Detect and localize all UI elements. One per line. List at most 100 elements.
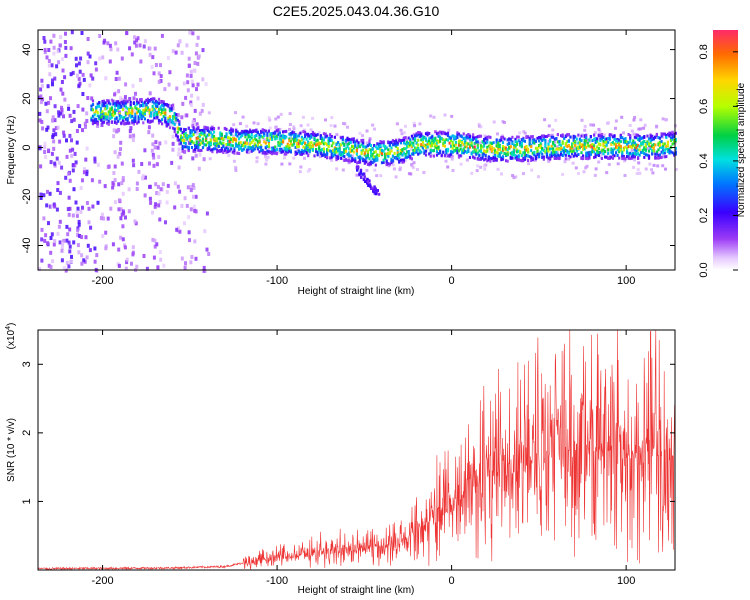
spectrogram-cell (125, 260, 129, 265)
spectrogram-cell (234, 168, 238, 172)
colorbar-tick-label: 0.2 (698, 208, 710, 223)
spectrogram-cell (228, 139, 231, 143)
spectrogram-cell (297, 134, 300, 138)
spectrogram-cell (245, 138, 249, 142)
spectrogram-cell (544, 135, 547, 139)
spectrogram-cell (230, 131, 233, 135)
spectrogram-cell (200, 129, 203, 132)
spectrogram-cell (651, 134, 654, 138)
spectrogram-cell (67, 195, 71, 200)
spectrogram-cell (170, 107, 173, 111)
spectrogram-cell (275, 152, 278, 156)
spectrogram-cell (81, 178, 84, 183)
spectrogram-cell (282, 138, 285, 142)
spectrogram-cell (310, 144, 313, 148)
spectrogram-cell (456, 131, 459, 135)
spectrogram-cell (267, 143, 270, 147)
spectrogram-cell (583, 135, 586, 139)
spectrogram-cell (189, 138, 192, 142)
spectrogram-cell (604, 155, 607, 159)
spectrogram-cell (423, 149, 426, 153)
snr-y-label: SNR (10 * v/v) (6, 418, 17, 482)
spectrogram-cell (252, 146, 255, 150)
spectrogram-cell (376, 156, 379, 160)
spectrogram-cell (561, 140, 564, 144)
spectrogram-cell (618, 143, 621, 147)
x-tick-label: -200 (92, 275, 114, 287)
spectrogram-cell (277, 133, 280, 137)
spectrogram-cell (472, 145, 475, 149)
spectrogram-cell (117, 263, 121, 268)
spectrogram-cell (45, 55, 49, 60)
spectrogram-cell (443, 113, 447, 117)
spectrogram-cell (338, 147, 341, 150)
spectrogram-cell (197, 140, 200, 145)
spectrogram-cell (420, 138, 423, 142)
spectrogram-cell (93, 111, 96, 115)
spectrogram-cell (90, 118, 93, 122)
spectrogram-cell (533, 141, 536, 145)
spectrogram-cell (394, 175, 398, 179)
spectrogram-cell (49, 236, 53, 240)
spectrogram-cell (271, 150, 274, 153)
spectrogram-cell (638, 136, 641, 140)
spectrogram-cell (508, 137, 511, 141)
spectrogram-cell (472, 133, 475, 137)
spectrogram-cell (329, 136, 332, 140)
spectrogram-cell (280, 162, 284, 166)
spectrogram-cell (155, 242, 159, 247)
spectrogram-cell (160, 33, 164, 38)
spectrogram-cell (355, 149, 358, 152)
spectrogram-cell (665, 144, 668, 148)
spectrogram-cell (151, 142, 155, 147)
spectrogram-cell (519, 143, 522, 147)
spectrogram-cell (404, 147, 407, 151)
spectrogram-cell (115, 116, 118, 120)
spectrogram-cell (574, 166, 578, 170)
spectrogram-cell (330, 158, 334, 162)
spectrogram-cell (150, 65, 154, 70)
spectrogram-cell (472, 150, 475, 154)
spectrogram-cell (555, 145, 559, 149)
spectrogram-cell (502, 121, 506, 124)
spectrogram-cell (76, 243, 80, 248)
spectrogram-cell (486, 137, 489, 141)
spectrogram-cell (302, 128, 306, 132)
spectrogram-cell (335, 158, 338, 162)
spectrogram-cell (392, 167, 396, 171)
spectrogram-cell (536, 136, 539, 140)
spectrogram-cell (341, 135, 344, 139)
spectrogram-cell (630, 129, 634, 133)
spectrogram-cell (366, 144, 369, 148)
spectrogram-cell (611, 135, 614, 139)
spectrogram-cell (139, 109, 142, 113)
spectrogram-cell (161, 111, 164, 115)
spectrogram-cell (602, 144, 605, 148)
spectrogram-cell (404, 153, 407, 157)
spectrogram-cell (195, 131, 199, 136)
spectrogram-cell (212, 147, 216, 151)
spectrogram-cell (217, 149, 220, 153)
spectrogram-cell (404, 155, 407, 159)
spectrogram-cell (578, 145, 581, 149)
spectrogram-cell (373, 155, 376, 159)
spectrogram-cell (582, 154, 585, 158)
spectrogram-cell (230, 143, 233, 147)
spectrogram-cell (207, 111, 211, 115)
spectrogram-cell (299, 124, 303, 128)
spectrogram-cell (255, 144, 258, 148)
spectrogram-cell (468, 156, 472, 159)
spectrogram-cell (203, 130, 206, 134)
spectrogram-cell (666, 132, 669, 136)
spectrogram-cell (412, 152, 415, 156)
spectrogram-cell (107, 110, 110, 114)
spectrogram-cell (294, 133, 297, 136)
spectrogram-cell (175, 118, 178, 122)
spectrogram-cell (206, 141, 209, 145)
spectrogram-cell (69, 46, 73, 51)
spectrogram-cell (588, 154, 591, 158)
spectrogram-cell (319, 151, 322, 155)
spectrogram-cell (302, 145, 305, 149)
spectrogram-cell (109, 206, 113, 211)
spectrogram-cell (143, 39, 147, 44)
